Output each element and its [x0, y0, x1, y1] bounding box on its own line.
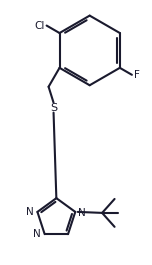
- Text: N: N: [26, 207, 34, 217]
- Text: N: N: [33, 229, 41, 239]
- Text: F: F: [134, 70, 140, 80]
- Text: S: S: [50, 103, 57, 113]
- Text: N: N: [78, 208, 86, 218]
- Text: Cl: Cl: [34, 21, 45, 30]
